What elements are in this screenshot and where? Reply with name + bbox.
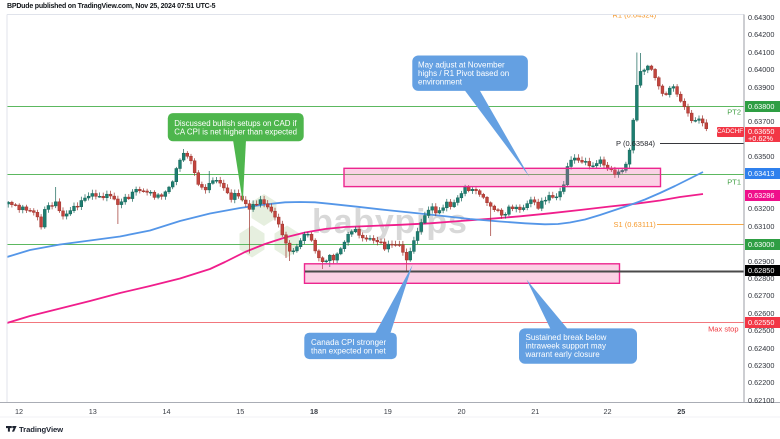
svg-text:Discussed bullish setups on CA: Discussed bullish setups on CAD if <box>174 119 297 128</box>
svg-text:environment: environment <box>418 77 463 86</box>
svg-text:Max stop: Max stop <box>708 325 738 334</box>
svg-text:R1 (0.64324): R1 (0.64324) <box>613 10 657 19</box>
svg-text:Sustained break below: Sustained break below <box>526 333 607 342</box>
svg-text:S1 (0.63111): S1 (0.63111) <box>614 220 657 229</box>
svg-text:highs / R1 Pivot based on: highs / R1 Pivot based on <box>418 69 509 78</box>
svg-text:warrant early closure: warrant early closure <box>525 350 601 359</box>
svg-text:PT2: PT2 <box>727 108 741 117</box>
svg-text:intraweek support may: intraweek support may <box>526 341 606 350</box>
svg-text:than expected on net: than expected on net <box>311 346 387 355</box>
svg-text:May adjust at November: May adjust at November <box>418 60 505 69</box>
svg-text:PT1: PT1 <box>727 178 741 187</box>
svg-text:CA CPI is net higher than expe: CA CPI is net higher than expected <box>174 127 297 136</box>
svg-text:P (0.63584): P (0.63584) <box>616 139 656 148</box>
svg-text:Canada CPI stronger: Canada CPI stronger <box>311 338 386 347</box>
